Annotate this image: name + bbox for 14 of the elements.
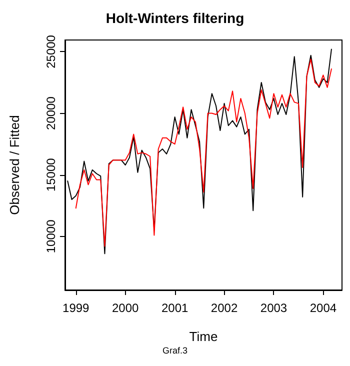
y-tick-label: 10000 xyxy=(44,219,58,254)
y-tick-label: 15000 xyxy=(44,158,58,192)
x-tick-label: 2000 xyxy=(112,301,140,315)
x-tick-label: 2004 xyxy=(310,301,337,315)
y-axis-title: Observed / Fitted xyxy=(7,115,22,215)
chart-title: Holt-Winters filtering xyxy=(106,10,244,26)
y-tick-label: 25000 xyxy=(44,34,58,68)
x-tick-label: 2001 xyxy=(161,301,188,315)
x-tick-label: 2003 xyxy=(260,301,288,315)
y-tick-label: 20000 xyxy=(44,96,58,130)
x-tick-label: 1999 xyxy=(62,301,90,315)
x-axis-title: Time xyxy=(189,329,218,344)
text: Graf.3 xyxy=(162,346,188,356)
x-tick-label: 2002 xyxy=(210,301,238,315)
